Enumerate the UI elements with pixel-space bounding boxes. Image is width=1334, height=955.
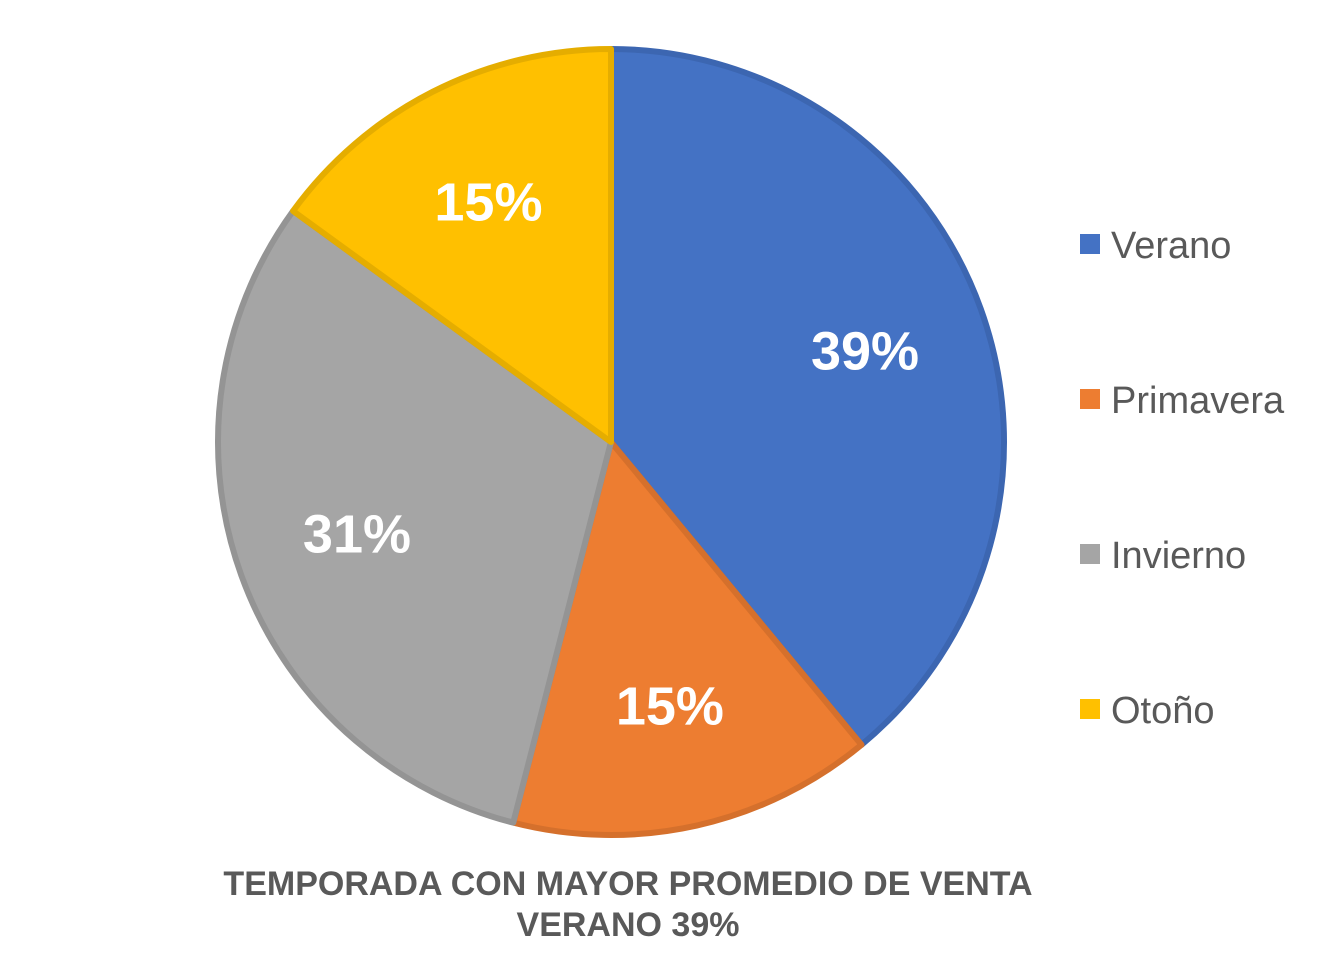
pie-slices (215, 46, 1007, 838)
pie-slice-invierno (215, 208, 614, 826)
pie-slice-verano (608, 46, 1007, 748)
pie-slice-otoño (290, 46, 614, 445)
legend-swatch-primavera (1080, 389, 1100, 409)
data-label-verano: 39% (811, 322, 919, 382)
legend-swatch-invierno (1080, 544, 1100, 564)
legend-swatch-otoño (1080, 699, 1100, 719)
caption-line-1: TEMPORADA CON MAYOR PROMEDIO DE VENTA (223, 865, 1032, 903)
legend-label-primavera: Primavera (1111, 380, 1285, 422)
legend-entry-verano: Verano (1080, 225, 1231, 267)
pie-data-labels: 39% 15% 31% 15% (303, 172, 919, 736)
data-label-invierno: 31% (303, 504, 411, 564)
data-label-primavera: 15% (616, 676, 724, 736)
data-label-otoño: 15% (434, 172, 542, 232)
legend-label-verano: Verano (1111, 225, 1231, 267)
chart-caption: TEMPORADA CON MAYOR PROMEDIO DE VENTA VE… (223, 865, 1032, 944)
legend-entry-invierno: Invierno (1080, 535, 1246, 577)
caption-line-2: VERANO 39% (517, 906, 740, 944)
pie-slice-primavera (510, 439, 865, 838)
legend-label-invierno: Invierno (1111, 535, 1246, 577)
legend-swatch-verano (1080, 234, 1100, 254)
legend: Verano Primavera Invierno Otoño (1080, 225, 1285, 732)
legend-entry-primavera: Primavera (1080, 380, 1285, 422)
legend-label-otoño: Otoño (1111, 690, 1215, 732)
legend-entry-otoño: Otoño (1080, 690, 1215, 732)
